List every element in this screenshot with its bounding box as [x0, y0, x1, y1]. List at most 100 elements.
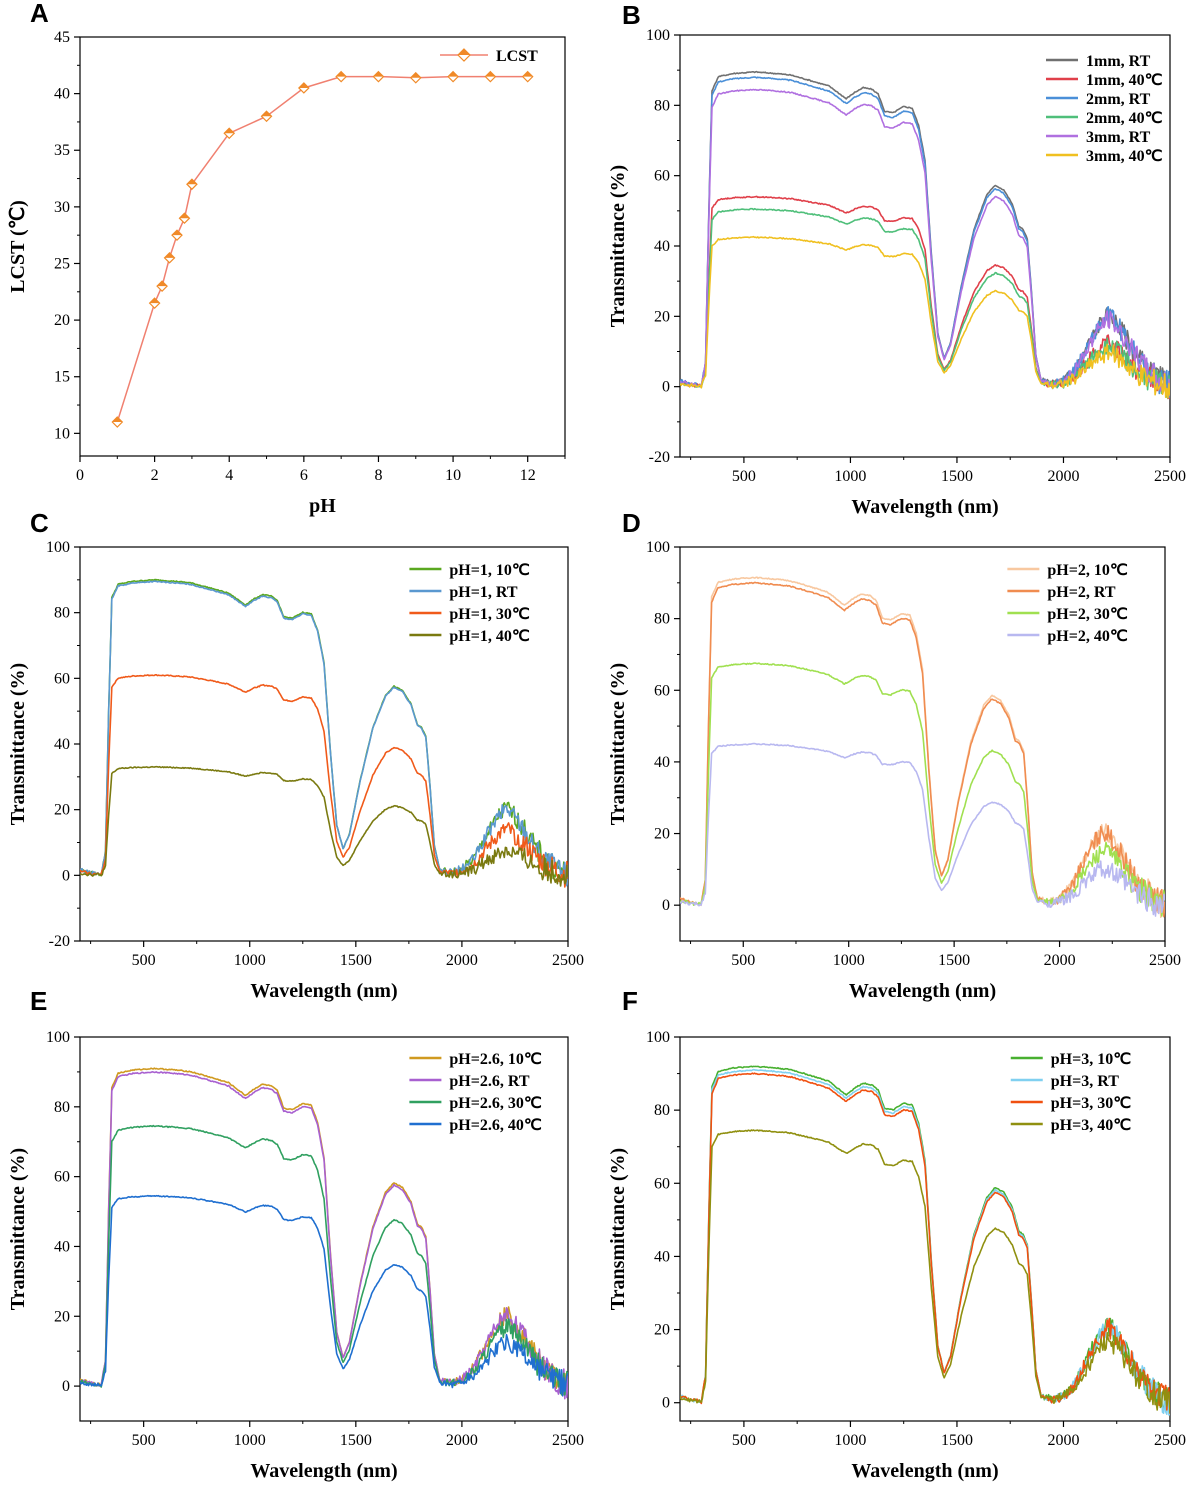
- y-tick-label: 20: [654, 826, 670, 843]
- y-tick-label: 60: [654, 682, 670, 699]
- plot-area: [80, 1067, 568, 1400]
- y-tick-label: 80: [654, 97, 670, 114]
- x-tick-label: 1000: [234, 1432, 266, 1449]
- y-tick-label: 60: [54, 1169, 70, 1186]
- y-tick-label: 25: [54, 255, 70, 272]
- x-tick-label: 1500: [941, 1432, 973, 1449]
- series-line-2: [680, 195, 1170, 400]
- x-tick-label: 2500: [1149, 952, 1181, 969]
- series-line-3: [80, 674, 568, 888]
- x-tick-label: 1000: [234, 952, 266, 969]
- y-axis-title: LCST (℃): [7, 200, 29, 293]
- series-line-4: [680, 1129, 1170, 1413]
- legend-label: pH=2, 10℃: [1047, 562, 1127, 579]
- data-point-fill: [336, 71, 347, 77]
- data-point-fill: [298, 82, 309, 88]
- panel-b: B 500 1000 1500 2000 2500 -20 0 20 40 60 80 100 Wavel…: [607, 0, 1186, 518]
- x-axis-title: Wavelength (nm): [250, 1460, 397, 1482]
- x-tick-label: 8: [374, 467, 382, 484]
- x-tick-label: 1000: [834, 1432, 866, 1449]
- panel-letter: C: [30, 508, 49, 538]
- x-tick-label: 6: [300, 467, 308, 484]
- series-line-2: [80, 580, 568, 887]
- plot-frame: [79, 1036, 569, 1422]
- y-tick-label: 10: [54, 425, 70, 442]
- legend-marker-fill: [458, 49, 470, 55]
- series-line-6: [680, 235, 1170, 399]
- y-tick-label: 0: [62, 867, 70, 884]
- panel-letter: F: [622, 986, 638, 1016]
- y-tick-label: 80: [654, 1102, 670, 1119]
- plot-area: [116, 75, 528, 423]
- legend: pH=2.6, 10℃ pH=2.6, RT pH=2.6, 30℃ pH=2.6, …: [409, 1051, 542, 1134]
- legend: LCST: [440, 48, 538, 65]
- data-point-fill: [410, 72, 421, 78]
- series-line-2: [680, 581, 1165, 918]
- series-line-5: [680, 88, 1170, 399]
- x-tick-label: 1000: [833, 952, 865, 969]
- series-line-4: [80, 1194, 568, 1397]
- legend-label: pH=3, 10℃: [1051, 1051, 1131, 1068]
- x-tick-label: 1000: [834, 468, 866, 485]
- data-point-fill: [448, 71, 459, 77]
- y-tick-label: 45: [54, 29, 70, 46]
- x-tick-label: 4: [225, 467, 233, 484]
- x-axis-title: Wavelength (nm): [250, 980, 397, 1002]
- legend-label: 1mm, 40℃: [1086, 72, 1163, 89]
- data-point-fill: [522, 71, 533, 77]
- data-point-fill: [186, 179, 197, 185]
- y-tick-label: 40: [54, 736, 70, 753]
- data-point-fill: [179, 213, 190, 219]
- y-tick-label: 20: [654, 308, 670, 325]
- y-tick-label: 80: [654, 611, 670, 628]
- y-tick-label: 40: [654, 238, 670, 255]
- x-tick-label: 500: [731, 952, 755, 969]
- y-tick-label: 40: [654, 1248, 670, 1265]
- data-point-fill: [261, 111, 272, 117]
- panel-letter: B: [622, 0, 641, 30]
- x-tick-label: 2000: [1047, 468, 1079, 485]
- data-point-fill: [373, 71, 384, 77]
- x-tick-label: 10: [445, 467, 461, 484]
- legend-label: 3mm, RT: [1086, 129, 1151, 146]
- panel-letter: E: [30, 986, 47, 1016]
- series-line-2: [80, 1071, 568, 1400]
- plot-frame: [679, 1036, 1171, 1422]
- panel-d: D 500 1000 1500 2000 2500 0 20 40 60 80 100 Waveleng…: [607, 508, 1181, 1002]
- x-axis-title: Wavelength (nm): [851, 496, 998, 518]
- y-tick-label: 100: [646, 1029, 670, 1046]
- plot-area: [80, 578, 568, 888]
- legend-label: 1mm, RT: [1086, 53, 1151, 70]
- y-tick-label: 20: [54, 1308, 70, 1325]
- x-tick-label: 2500: [1154, 468, 1186, 485]
- y-tick-label: 100: [646, 27, 670, 44]
- series-line-4: [80, 765, 568, 887]
- y-tick-label: 80: [54, 605, 70, 622]
- data-point-fill: [224, 128, 235, 134]
- x-tick-label: 500: [132, 1432, 156, 1449]
- y-tick-label: 20: [54, 312, 70, 329]
- x-tick-label: 1500: [340, 1432, 372, 1449]
- series-line-4: [680, 742, 1165, 917]
- data-point-fill: [157, 281, 168, 287]
- legend-label: 2mm, RT: [1086, 91, 1151, 108]
- y-tick-label: 60: [654, 168, 670, 185]
- plot-frame: [679, 546, 1166, 942]
- legend-label: pH=2, 30℃: [1047, 606, 1127, 623]
- y-tick-label: -20: [649, 449, 670, 466]
- series-line-3: [680, 1072, 1170, 1414]
- y-tick-label: 100: [46, 539, 70, 556]
- y-tick-label: 20: [54, 802, 70, 819]
- panel-e: E 500 1000 1500 2000 2500 0 20 40 60 80 100 Waveleng…: [7, 986, 584, 1482]
- legend: pH=3, 10℃ pH=3, RT pH=3, 30℃ pH=3, 40℃: [1010, 1051, 1131, 1134]
- legend-label: pH=2.6, 30℃: [449, 1095, 541, 1112]
- x-tick-label: 2000: [1047, 1432, 1079, 1449]
- x-tick-label: 500: [732, 1432, 756, 1449]
- legend: pH=2, 10℃ pH=2, RT pH=2, 30℃ pH=2, 40℃: [1007, 562, 1128, 645]
- y-axis-title: Transmittance (%): [7, 663, 29, 825]
- legend-label: LCST: [496, 48, 538, 65]
- x-tick-label: 1500: [938, 952, 970, 969]
- panel-a: A 0 2 4 6 8 10 12 10 15 20 25 30 35 40 45 pH LCST (℃) LCST: [7, 0, 566, 517]
- legend-label: pH=1, 30℃: [449, 606, 529, 623]
